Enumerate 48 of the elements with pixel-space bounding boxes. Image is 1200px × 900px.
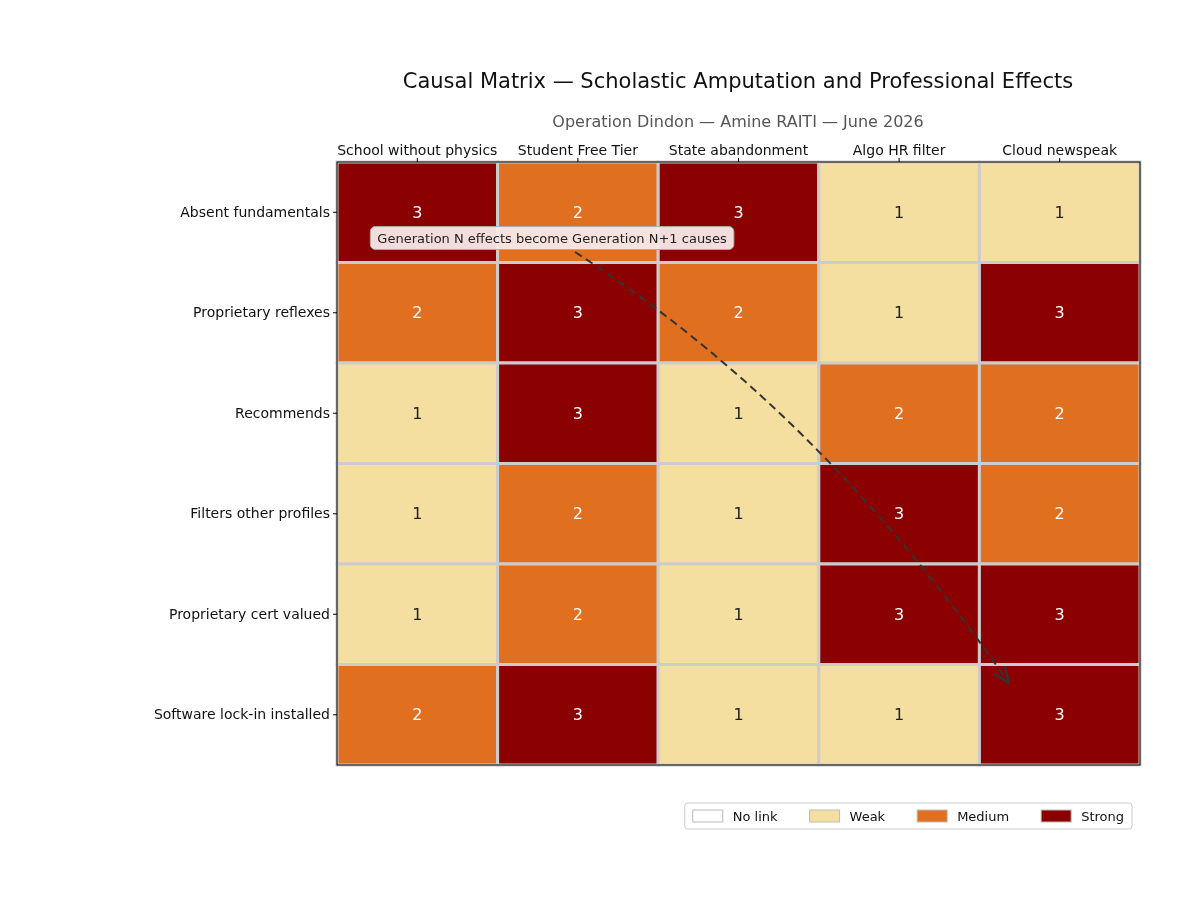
y-tick-label: Absent fundamentals (180, 203, 330, 220)
data-label: 1 (894, 705, 905, 725)
data-label: 3 (733, 202, 744, 222)
data-label: 1 (412, 403, 423, 423)
text: No link (732, 808, 779, 824)
data-label: 2 (572, 202, 583, 222)
data-label: 2 (412, 705, 423, 725)
data-label: 1 (733, 403, 744, 423)
y-tick-label: Proprietary cert valued (168, 605, 330, 622)
x-tick-label: Student Free Tier (517, 142, 639, 158)
data-label: 2 (1054, 504, 1065, 524)
data-label: 1 (894, 303, 905, 323)
data-label: 2 (412, 303, 423, 323)
data-label: 1 (733, 705, 744, 725)
x-tick-label: School without physics (337, 142, 498, 158)
text: Weak (849, 808, 886, 824)
data-label: 1 (733, 604, 744, 624)
x-tick-label: Algo HR filter (852, 142, 946, 158)
data-label: 3 (1054, 705, 1065, 725)
data-label: 3 (572, 403, 583, 423)
chart-title: Causal Matrix — Scholastic Amputation and Professional Effects (402, 69, 1074, 93)
data-label: 1 (894, 202, 905, 222)
text: Strong (1081, 808, 1124, 824)
y-tick-label: Filters other profiles (190, 505, 330, 522)
data-label: 1 (733, 504, 744, 524)
data-label: 1 (412, 604, 423, 624)
x-tick-label: State abandonment (668, 142, 809, 158)
data-label: 2 (1054, 403, 1065, 423)
chart-subtitle: Operation Dindon — Amine RAITI — June 2026 (552, 112, 924, 131)
data-label: 2 (733, 303, 744, 323)
x-tick-label: Cloud newspeak (1002, 142, 1119, 158)
data-label: 3 (894, 604, 905, 624)
data-label: 3 (412, 202, 423, 222)
data-label: 1 (1054, 202, 1065, 222)
data-label: 1 (412, 504, 423, 524)
y-tick-label: Software lock-in installed (153, 706, 330, 723)
data-label: 3 (1054, 604, 1065, 624)
text: Medium (957, 808, 1010, 824)
data-label: 2 (572, 604, 583, 624)
y-tick-label: Recommends (235, 404, 330, 421)
data-label: 3 (894, 504, 905, 524)
data-label: 3 (572, 705, 583, 725)
data-label: 2 (572, 504, 583, 524)
y-tick-label: Proprietary reflexes (193, 304, 330, 321)
annotation: Generation N effects become Generation N+1 causes (377, 230, 727, 246)
data-label: 2 (894, 403, 905, 423)
data-label: 3 (1054, 303, 1065, 323)
data-label: 3 (572, 303, 583, 323)
